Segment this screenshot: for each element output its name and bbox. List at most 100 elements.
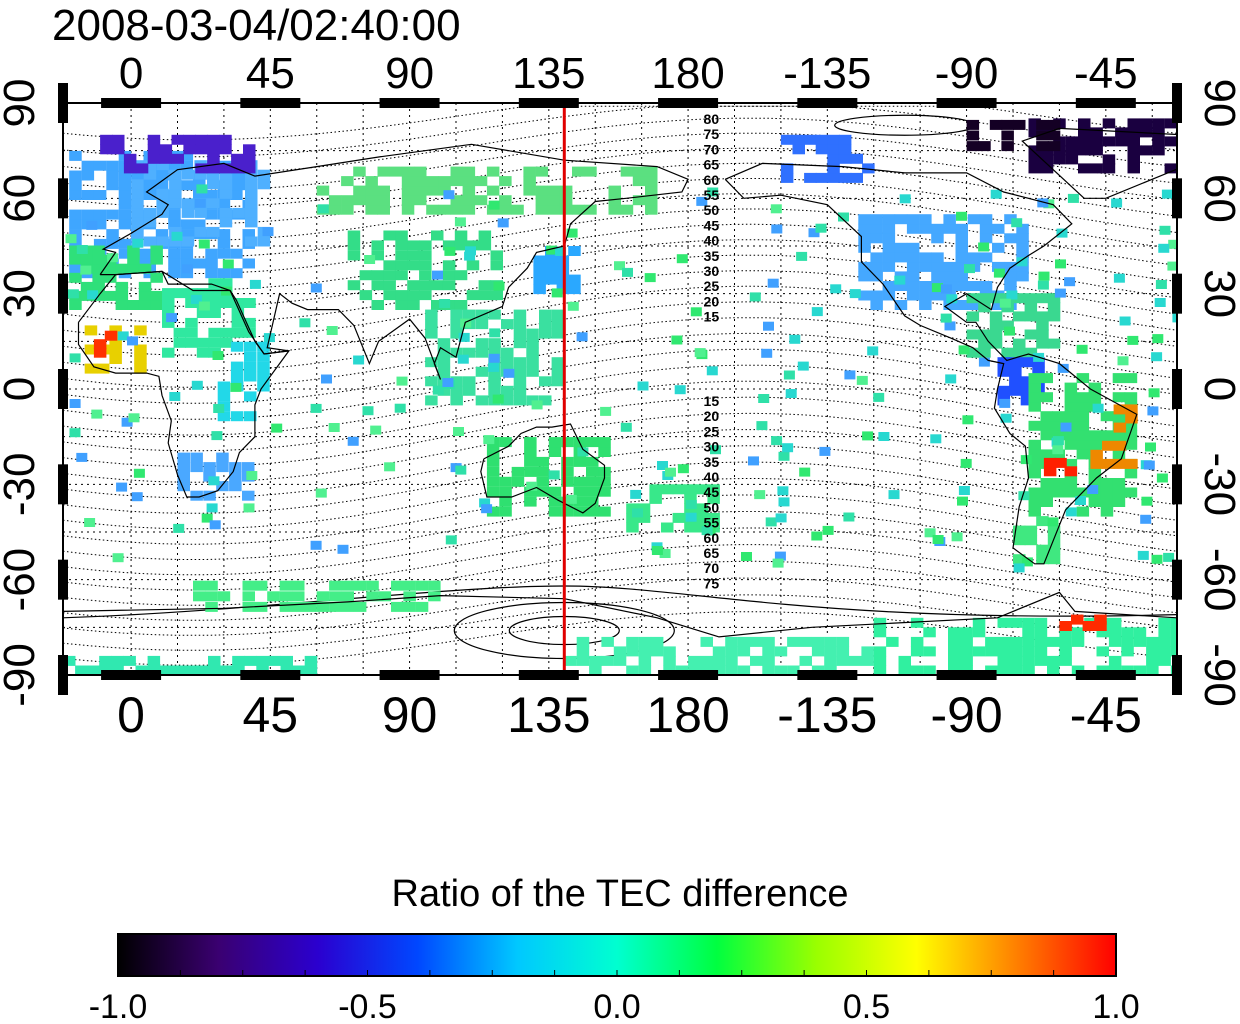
tec-cell [979, 233, 993, 244]
tec-cell [827, 134, 840, 145]
tec-cell [478, 230, 492, 241]
tec-cell [526, 366, 539, 377]
tec-cell [1056, 228, 1068, 238]
frame-tick [379, 98, 440, 108]
tec-cell [1090, 163, 1103, 174]
tec-cell [217, 229, 231, 240]
tec-cell [488, 385, 501, 396]
tec-cell [445, 535, 457, 545]
tec-cell [244, 351, 257, 362]
tec-cell [645, 195, 658, 206]
tec-cell [1001, 320, 1014, 331]
tec-cell [415, 601, 429, 612]
tec-cell [81, 160, 95, 171]
tec-cell [1064, 439, 1078, 450]
tec-cell [651, 546, 663, 555]
tec-cell [778, 497, 790, 507]
tec-cell [1113, 440, 1127, 451]
tec-cell [762, 636, 775, 647]
tec-cell [371, 280, 384, 291]
tec-cell [216, 452, 229, 463]
tec-cell [849, 655, 862, 666]
contour-label: 70 [704, 560, 720, 576]
tec-cell [1043, 457, 1057, 468]
lon-label-top: 180 [651, 49, 724, 98]
tec-cell [1100, 430, 1114, 441]
tec-cell [513, 366, 527, 377]
tec-cell [193, 258, 206, 269]
tec-cell [191, 380, 203, 390]
tec-cell [181, 169, 195, 180]
tec-cell [523, 166, 536, 177]
tec-cell [450, 176, 463, 187]
tec-cell [774, 551, 786, 561]
tec-cell [366, 580, 379, 591]
tec-cell [620, 204, 634, 215]
tec-cell [1064, 458, 1078, 469]
tec-cell [377, 195, 390, 206]
contour-label: 45 [704, 484, 720, 500]
tec-cell [395, 250, 408, 261]
tec-cell [858, 242, 871, 253]
tec-cell [383, 260, 396, 271]
tec-cell [637, 503, 651, 514]
tec-cell [1024, 329, 1038, 340]
tec-cell [353, 601, 367, 612]
contour-label: 25 [704, 423, 720, 439]
tec-cell [173, 337, 187, 348]
tec-cell [598, 486, 611, 497]
tec-cell [1009, 357, 1022, 368]
tec-cell [576, 655, 590, 666]
contour-label: 60 [704, 172, 720, 188]
tec-cell [359, 290, 373, 301]
tec-cell [1009, 617, 1023, 628]
tec-cell [69, 209, 82, 220]
tec-cell [131, 226, 144, 237]
tec-cell [159, 153, 173, 164]
tec-cell [1047, 141, 1061, 152]
tec-cell [559, 185, 573, 196]
tec-cell [490, 290, 503, 301]
tec-cell [217, 381, 231, 392]
tec-cell [573, 496, 587, 507]
tec-cell [1018, 491, 1030, 501]
lon-label-top: 135 [512, 49, 585, 98]
tec-cell [919, 223, 932, 234]
lon-label-bottom: -135 [777, 687, 877, 743]
tec-cell [1158, 617, 1171, 628]
lon-label-top: -90 [935, 49, 999, 98]
tec-cell [1022, 646, 1035, 657]
tec-cell [894, 281, 908, 291]
tec-cell [1112, 411, 1126, 422]
tec-cell [1037, 198, 1049, 208]
tec-cell [972, 646, 986, 657]
tec-cell [1064, 430, 1078, 441]
tec-cell [419, 280, 432, 291]
tec-cell [870, 252, 883, 263]
tec-cell [475, 366, 489, 377]
tec-cell [143, 248, 156, 259]
tec-cell [1006, 290, 1018, 300]
tec-cell [213, 404, 225, 413]
tec-cell [858, 261, 871, 272]
tec-cell [249, 279, 261, 289]
tec-cell [511, 466, 525, 477]
tec-cell [978, 357, 990, 367]
tec-cell [1090, 449, 1103, 460]
contour-label: 15 [704, 393, 720, 409]
tec-cell [1078, 118, 1091, 129]
tec-cell [365, 204, 378, 215]
tec-cell [638, 646, 652, 657]
tec-cell [173, 288, 187, 299]
tec-cell [645, 204, 658, 215]
tec-cell [849, 289, 861, 299]
tec-cell [1158, 627, 1171, 638]
tec-cell [1013, 311, 1026, 322]
tec-cell [758, 394, 770, 403]
tec-cell [499, 486, 512, 497]
tec-cell [1022, 655, 1035, 666]
tec-cell [1009, 655, 1023, 666]
tec-cell [661, 522, 674, 533]
lon-label-bottom: 180 [646, 687, 729, 743]
tec-cell [208, 298, 221, 308]
